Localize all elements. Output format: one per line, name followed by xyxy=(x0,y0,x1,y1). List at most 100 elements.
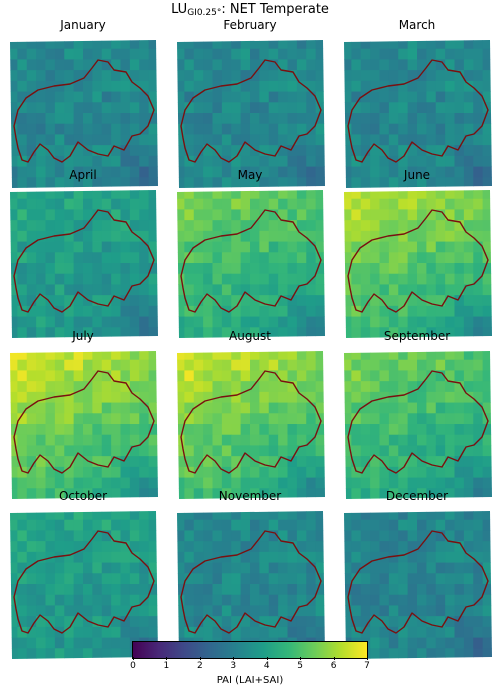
pai-cell xyxy=(148,445,158,457)
pai-cell xyxy=(120,327,131,338)
pai-cell xyxy=(435,123,446,135)
pai-cell xyxy=(306,605,317,617)
pai-cell xyxy=(203,370,213,382)
pai-cell xyxy=(54,177,65,188)
pai-cell xyxy=(278,327,288,338)
pai-cell xyxy=(473,327,484,338)
pai-cell xyxy=(177,263,185,275)
pai-cell xyxy=(360,263,371,275)
pai-cell xyxy=(344,230,352,242)
pai-cell xyxy=(398,541,409,553)
pai-cell xyxy=(407,413,418,425)
pai-cell xyxy=(315,519,325,531)
pai-cell xyxy=(482,466,492,478)
pai-cell xyxy=(435,605,446,617)
pai-cell xyxy=(73,434,84,446)
pai-cell xyxy=(64,198,75,210)
pai-cell xyxy=(10,648,18,659)
pai-cell xyxy=(306,327,317,338)
pai-cell xyxy=(379,209,390,221)
pai-cell xyxy=(360,391,371,403)
colorbar-tick: 3 xyxy=(223,657,243,671)
pai-cell xyxy=(407,263,418,275)
pai-cell xyxy=(120,530,131,542)
country-border xyxy=(347,530,489,634)
pai-cell xyxy=(417,80,427,92)
pai-cell xyxy=(17,648,28,659)
pai-cell xyxy=(315,562,325,574)
pai-cell xyxy=(473,541,484,553)
pai-cell xyxy=(250,519,260,531)
pai-cell xyxy=(287,305,298,317)
pai-cell xyxy=(101,123,112,135)
pai-cell xyxy=(287,511,298,521)
pai-cell xyxy=(120,511,131,521)
pai-cell xyxy=(92,594,103,606)
pai-cell xyxy=(287,351,298,361)
pai-cell xyxy=(120,91,131,103)
pai-cell xyxy=(445,351,455,361)
pai-cell xyxy=(83,113,93,125)
pai-cell xyxy=(454,530,465,542)
pai-cell xyxy=(388,40,399,50)
pai-cell xyxy=(370,134,380,146)
pai-cell xyxy=(101,541,112,553)
pai-cell xyxy=(231,381,242,393)
pai-cell xyxy=(203,48,213,60)
pai-cell xyxy=(445,434,455,446)
pai-map xyxy=(177,511,325,659)
pai-cell xyxy=(111,605,121,617)
pai-cell xyxy=(231,80,242,92)
pai-cell xyxy=(407,511,418,521)
pai-cell xyxy=(388,477,399,489)
pai-cell xyxy=(398,230,409,242)
pai-cell xyxy=(268,91,279,103)
pai-cell xyxy=(351,295,362,307)
pai-cell xyxy=(129,351,140,361)
pai-cell xyxy=(231,40,242,50)
pai-cell xyxy=(250,530,260,542)
pai-cell xyxy=(212,220,223,232)
pai-cell xyxy=(426,573,437,585)
pai-cell xyxy=(398,616,409,628)
pai-cell xyxy=(83,134,93,146)
pai-cell xyxy=(360,594,371,606)
pai-cell xyxy=(10,541,18,553)
pai-cell xyxy=(454,477,465,489)
pai-cell xyxy=(445,327,455,338)
pai-cell xyxy=(259,177,270,188)
pai-cell xyxy=(426,511,437,521)
pai-cell xyxy=(73,519,84,531)
pai-cell xyxy=(370,177,380,188)
pai-cell xyxy=(26,134,37,146)
pai-cell xyxy=(351,626,362,638)
pai-cell xyxy=(296,511,307,521)
pai-cell xyxy=(212,123,223,135)
pai-cell xyxy=(268,594,279,606)
pai-cell xyxy=(463,70,474,82)
pai-cell xyxy=(370,381,380,393)
pai-cell xyxy=(370,541,380,553)
pai-cell xyxy=(344,190,352,200)
pai-map xyxy=(10,190,158,338)
pai-cell xyxy=(351,381,362,393)
pai-cell xyxy=(351,413,362,425)
pai-cell xyxy=(296,134,307,146)
pai-cell xyxy=(45,252,56,264)
pai-cell xyxy=(139,134,150,146)
pai-cell xyxy=(148,198,158,210)
pai-cell xyxy=(306,551,317,563)
pai-cell xyxy=(26,123,37,135)
pai-cell xyxy=(221,594,232,606)
pai-cell xyxy=(417,166,427,178)
pai-cell xyxy=(120,648,131,659)
pai-cell xyxy=(177,626,185,638)
pai-cell xyxy=(111,402,121,414)
pai-cell xyxy=(473,530,484,542)
pai-cell xyxy=(351,594,362,606)
pai-cell xyxy=(10,530,18,542)
pai-cell xyxy=(473,466,484,478)
pai-cell xyxy=(259,327,270,338)
pai-cell xyxy=(360,626,371,638)
pai-cell xyxy=(36,573,46,585)
